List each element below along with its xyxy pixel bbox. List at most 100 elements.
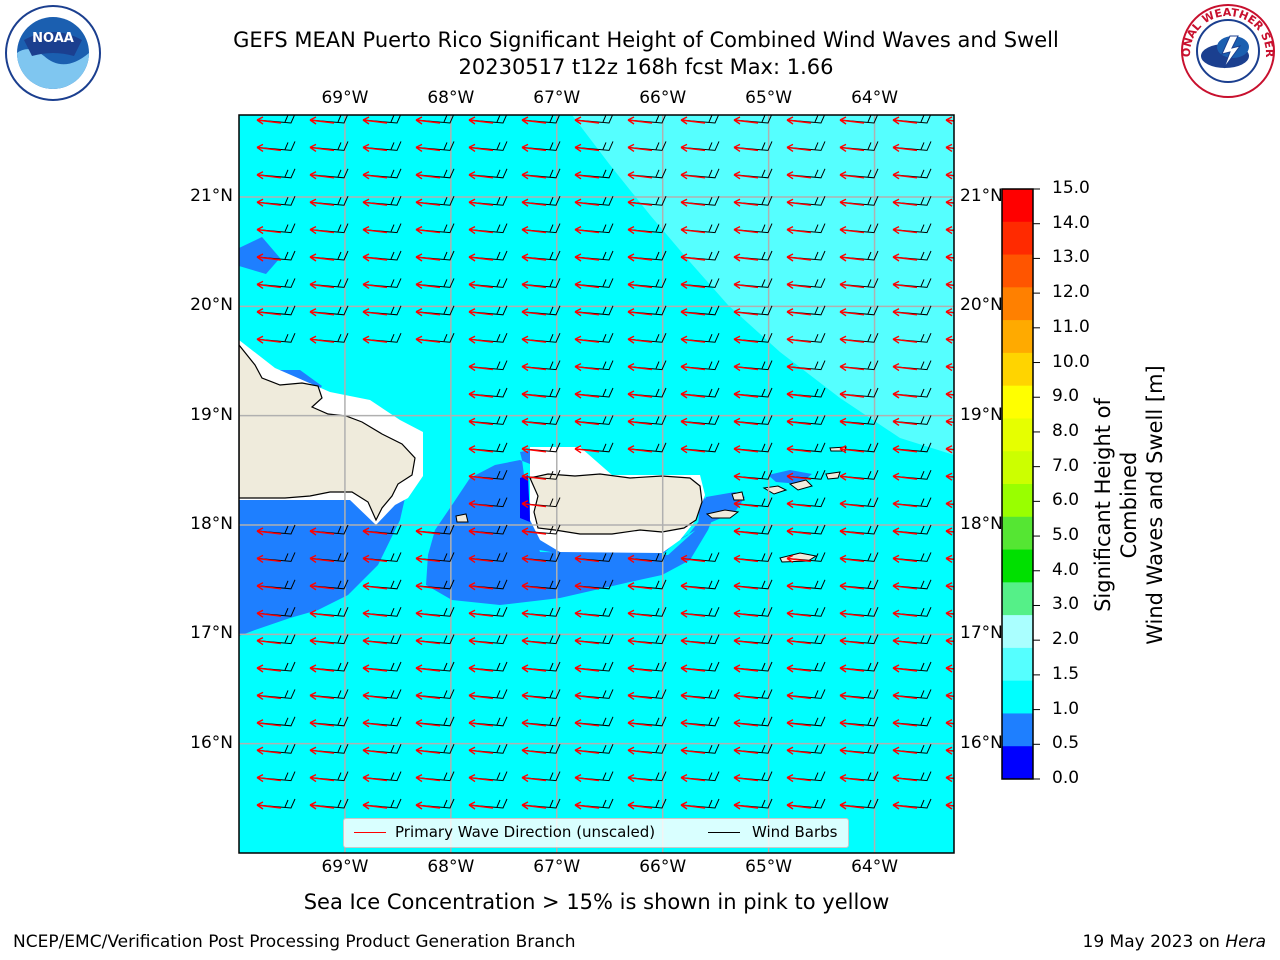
vector-glyph	[521, 250, 561, 262]
lon-tick-top: 69°W	[321, 88, 369, 108]
vector-glyph	[839, 552, 879, 563]
vector-glyph	[521, 661, 561, 673]
land-hispaniola	[239, 344, 416, 522]
vector-glyph	[733, 305, 773, 317]
colorbar-tick-label: 13.0	[1052, 247, 1090, 268]
lon-tick-bottom: 66°W	[639, 857, 687, 877]
vector-glyph	[415, 168, 455, 180]
vector-glyph	[627, 250, 667, 262]
vector-glyph	[945, 582, 954, 591]
vector-glyph	[839, 168, 879, 180]
colorbar-tick-label: 8.0	[1052, 420, 1080, 441]
vector-glyph	[945, 116, 954, 125]
vector-glyph	[627, 606, 667, 618]
vector-glyph	[256, 743, 296, 755]
vector-glyph	[256, 223, 296, 235]
vector-glyph	[574, 141, 614, 152]
lat-tick-left: 21°N	[190, 186, 233, 206]
vector-glyph	[521, 415, 561, 426]
vector-glyph	[309, 524, 349, 536]
vector-glyph	[680, 634, 720, 646]
vector-glyph	[521, 524, 561, 536]
vector-glyph	[892, 168, 932, 180]
vector-glyph	[680, 115, 720, 125]
vector-glyph	[945, 445, 954, 454]
vector-glyph	[521, 195, 561, 207]
vector-glyph	[256, 689, 296, 700]
vector-glyph	[733, 771, 773, 783]
colorbar-tick-label: 10.0	[1052, 351, 1090, 372]
vector-glyph	[733, 606, 773, 618]
vector-glyph	[309, 332, 349, 344]
vector-glyph	[733, 195, 773, 207]
vector-glyph	[945, 335, 954, 344]
vector-glyph	[786, 743, 826, 755]
vector-glyph	[256, 634, 296, 646]
vector-glyph	[786, 360, 826, 372]
vector-glyph	[574, 579, 614, 591]
vector-glyph	[574, 415, 614, 426]
vector-glyph	[309, 661, 349, 673]
vector-glyph	[786, 141, 826, 152]
vector-glyph	[892, 798, 932, 810]
vector-glyph	[945, 280, 954, 289]
wave-region-0-5-to-1m-puerto-rico	[426, 448, 745, 605]
colorbar-tick-label: 3.0	[1052, 594, 1080, 615]
vector-glyph	[468, 552, 508, 563]
vector-glyph	[839, 332, 879, 344]
vector-glyph	[521, 387, 561, 399]
vector-glyph	[786, 415, 826, 426]
vector-glyph	[468, 524, 508, 536]
vector-glyph	[892, 360, 932, 372]
wind-barb-legend-label: Wind Barbs	[752, 823, 838, 841]
footer-date: 19 May 2023 on Hera	[1082, 932, 1267, 952]
colorbar-tick-label: 5.0	[1052, 525, 1080, 546]
vector-glyph	[945, 171, 954, 180]
vector-glyph	[627, 141, 667, 152]
vector-glyph	[627, 716, 667, 728]
vector-glyph	[733, 689, 773, 700]
vector-glyph	[680, 168, 720, 180]
vector-glyph	[839, 716, 879, 728]
vector-glyph	[839, 524, 879, 536]
vector-glyph	[574, 442, 614, 454]
colorbar-tick-label: 1.5	[1052, 663, 1080, 684]
wave-direction-legend-label: Primary Wave Direction (unscaled)	[395, 823, 656, 841]
vector-glyph	[945, 225, 954, 235]
vector-glyph	[733, 387, 773, 399]
vector-glyph	[362, 743, 402, 755]
vector-glyph	[574, 115, 614, 125]
vector-glyph	[680, 250, 720, 262]
colorbar-tick-label: 4.0	[1052, 559, 1080, 580]
vector-glyph	[574, 716, 614, 728]
vector-glyph	[892, 305, 932, 317]
vector-glyph	[733, 415, 773, 426]
vector-glyph	[839, 305, 879, 317]
colorbar-tick-label: 14.0	[1052, 212, 1090, 233]
vector-glyph	[468, 743, 508, 755]
vector-glyph	[362, 798, 402, 810]
vector-glyph	[786, 798, 826, 810]
vector-glyph	[309, 305, 349, 317]
vector-glyph	[521, 771, 561, 783]
lat-tick-left: 20°N	[190, 295, 233, 316]
map-title: GEFS MEAN Puerto Rico Significant Height…	[233, 28, 1059, 52]
vector-glyph	[733, 716, 773, 728]
lon-tick-bottom: 64°W	[851, 857, 899, 877]
vector-glyph	[468, 250, 508, 262]
vector-glyph	[627, 552, 667, 563]
vector-glyph	[680, 305, 720, 317]
vector-glyph	[627, 332, 667, 344]
vector-glyph	[733, 579, 773, 591]
vector-glyph	[574, 689, 614, 700]
vector-glyph	[733, 743, 773, 755]
vector-glyph	[786, 305, 826, 317]
vector-glyph	[945, 773, 954, 783]
vector-glyph	[733, 469, 773, 481]
vector-glyph	[733, 524, 773, 536]
vector-glyph	[892, 469, 932, 481]
vector-glyph	[786, 771, 826, 783]
sea-ice-note: Sea Ice Concentration > 15% is shown in …	[303, 890, 890, 914]
vector-glyph	[786, 606, 826, 618]
